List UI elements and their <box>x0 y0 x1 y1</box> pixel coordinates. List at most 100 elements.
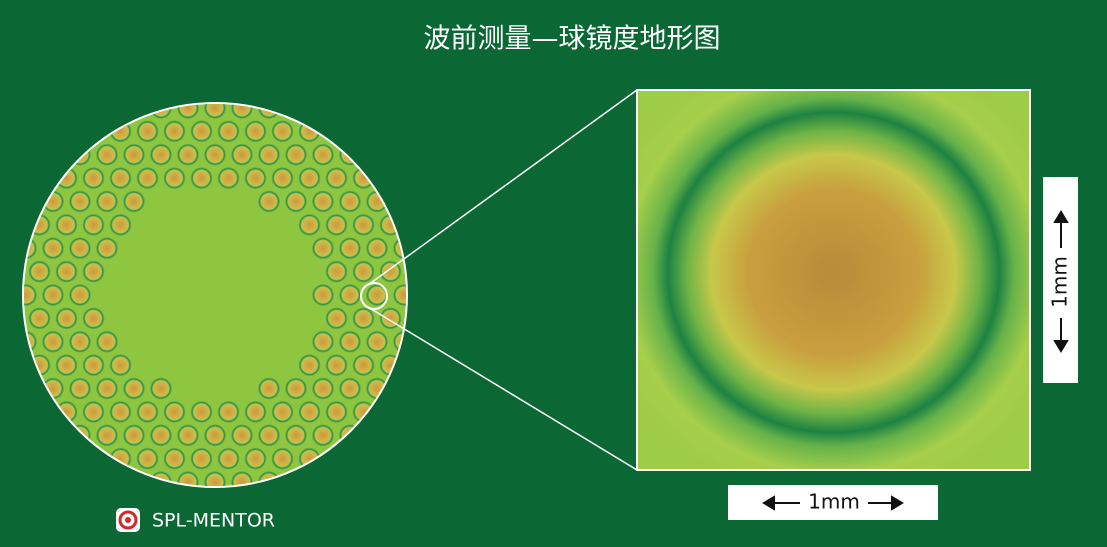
dimple <box>82 400 105 423</box>
dimple <box>204 471 226 486</box>
dimple <box>285 424 307 447</box>
dimple <box>204 104 226 119</box>
dimple <box>28 260 51 283</box>
dimple <box>55 354 78 377</box>
dimple <box>136 120 159 143</box>
dimple <box>123 377 145 400</box>
dimple <box>150 377 172 400</box>
dimple <box>339 377 361 400</box>
dimple <box>96 143 118 166</box>
dimple <box>82 260 105 283</box>
dimple <box>136 400 159 423</box>
dimple <box>177 143 199 166</box>
dimple <box>285 377 307 400</box>
dimple <box>312 424 334 447</box>
logo-icon <box>116 508 140 532</box>
dimple <box>109 167 132 190</box>
dimple <box>258 377 280 400</box>
dimple <box>96 190 118 213</box>
dimple <box>352 260 375 283</box>
dimple <box>96 330 118 353</box>
dimple <box>109 400 132 423</box>
dimple <box>55 260 78 283</box>
dimple <box>352 213 375 236</box>
dimple <box>258 424 280 447</box>
dimple <box>69 377 91 400</box>
dimple <box>244 167 267 190</box>
dimple <box>42 330 64 353</box>
dimple <box>366 330 388 353</box>
dimple <box>379 260 402 283</box>
dimple <box>217 167 240 190</box>
zoom-marker <box>360 282 388 310</box>
dimple <box>69 330 91 353</box>
dimple <box>312 143 334 166</box>
dimple <box>298 167 321 190</box>
zoom-line <box>367 306 638 471</box>
dimple <box>258 190 280 213</box>
dimple <box>325 307 348 330</box>
dimple <box>96 377 118 400</box>
dimple <box>298 213 321 236</box>
dimple <box>109 213 132 236</box>
dimple <box>28 307 51 330</box>
dimple <box>312 190 334 213</box>
dimple <box>325 354 348 377</box>
dimple <box>393 284 406 306</box>
dimple <box>190 167 213 190</box>
dimple <box>150 424 172 447</box>
dimple <box>258 143 280 166</box>
dimple <box>339 237 361 260</box>
dimple <box>109 354 132 377</box>
dimple <box>271 120 294 143</box>
dimple <box>285 190 307 213</box>
horizontal-arrows <box>762 495 904 511</box>
dimple <box>312 330 334 353</box>
dimple <box>190 120 213 143</box>
dimple <box>136 447 159 470</box>
lens <box>22 102 408 488</box>
dimple <box>82 167 105 190</box>
dimple <box>231 424 253 447</box>
dimple <box>325 213 348 236</box>
dimple <box>312 377 334 400</box>
dimple <box>177 424 199 447</box>
vertical-arrows <box>1053 210 1069 353</box>
dimple <box>177 471 199 486</box>
dimple <box>42 237 64 260</box>
dimple <box>312 284 334 306</box>
dimple <box>217 400 240 423</box>
vertical-scale-label: 1mm <box>1048 256 1072 308</box>
dimple <box>271 167 294 190</box>
dimple <box>325 400 348 423</box>
dimple <box>217 120 240 143</box>
dimple <box>177 104 199 119</box>
dimple <box>231 104 253 119</box>
dimple <box>231 143 253 166</box>
dimple <box>163 400 186 423</box>
dimple <box>271 447 294 470</box>
dimple <box>96 424 118 447</box>
dimple <box>190 447 213 470</box>
dimple <box>123 143 145 166</box>
dimple <box>298 400 321 423</box>
dimple <box>163 167 186 190</box>
dimple <box>96 237 118 260</box>
dimple <box>298 354 321 377</box>
dimple <box>55 307 78 330</box>
horizontal-scale-label: 1mm <box>808 490 860 514</box>
dimple <box>204 143 226 166</box>
dimple <box>55 213 78 236</box>
dimple <box>325 167 348 190</box>
dimple <box>42 284 64 306</box>
dimple <box>244 447 267 470</box>
dimple <box>366 237 388 260</box>
dimple <box>163 120 186 143</box>
dimple <box>339 190 361 213</box>
dimple <box>244 400 267 423</box>
dimple <box>244 120 267 143</box>
title: 波前测量—球镜度地形图 <box>424 24 721 55</box>
dimple <box>82 307 105 330</box>
dimple <box>217 447 240 470</box>
